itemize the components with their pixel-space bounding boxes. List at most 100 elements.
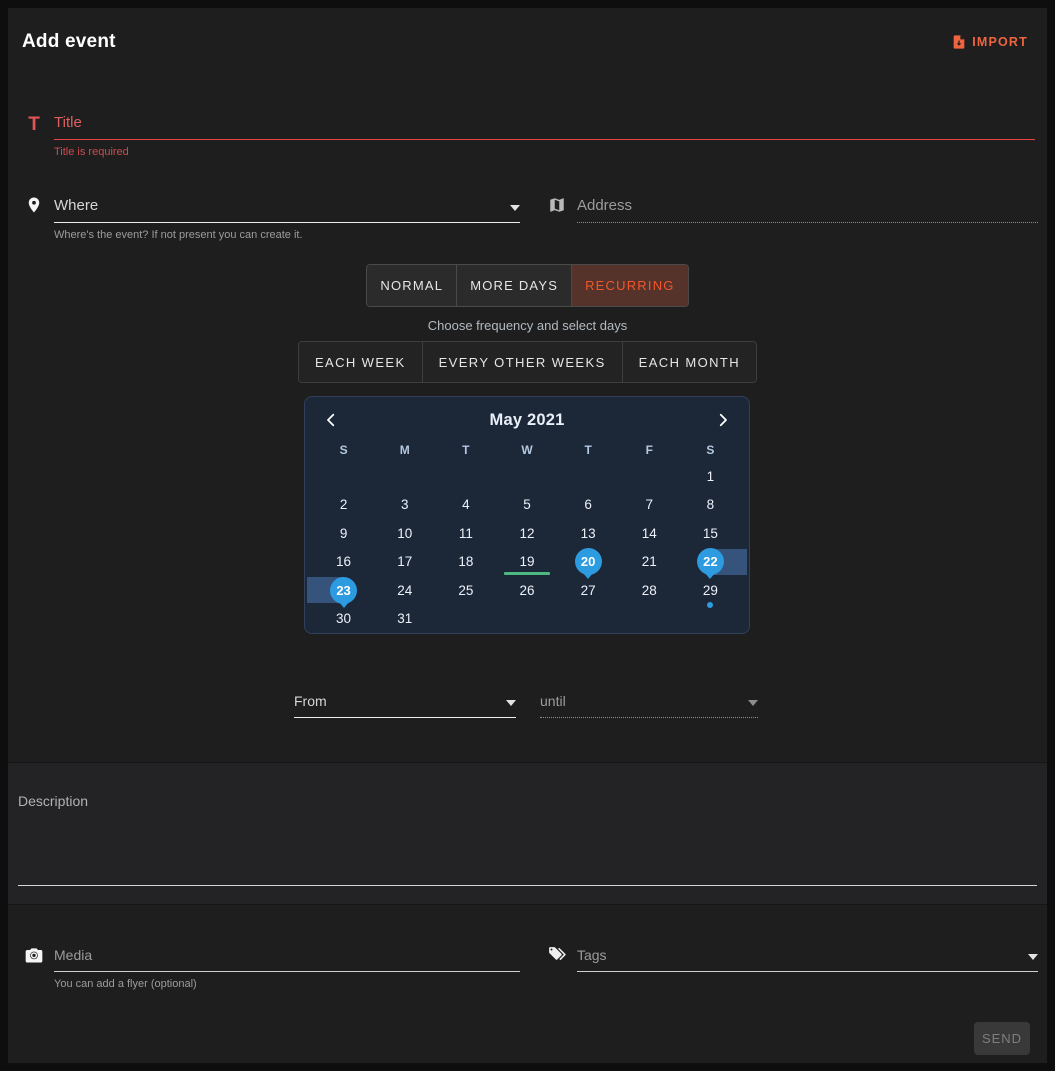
calendar-day <box>680 605 741 634</box>
calendar-day[interactable]: 2 <box>313 491 374 520</box>
day-number: 11 <box>458 525 473 541</box>
title-icon: T <box>28 114 40 135</box>
day-number: 14 <box>641 525 657 541</box>
selected-day-marker: 22 <box>696 548 724 576</box>
title-input[interactable]: Title <box>54 114 1035 140</box>
calendar-day[interactable]: 28 <box>619 576 680 605</box>
calendar-day[interactable]: 17 <box>374 548 435 577</box>
mode-tabs: NORMAL MORE DAYS RECURRING <box>366 264 689 307</box>
day-green-underline <box>503 572 550 575</box>
calendar-week-row: 2 3 4 5 6 7 8 <box>313 491 741 520</box>
calendar-day[interactable]: 6 <box>558 491 619 520</box>
calendar-week-row: 1 <box>313 462 741 491</box>
day-number: 19 <box>519 554 535 570</box>
frequency-option-each-month[interactable]: EACH MONTH <box>621 342 757 382</box>
calendar-day[interactable]: 18 <box>435 548 496 577</box>
address-input[interactable]: Address <box>576 197 1038 223</box>
calendar-day[interactable]: 27 <box>558 576 619 605</box>
calendar-day[interactable]: 9 <box>313 519 374 548</box>
calendar-day[interactable]: 11 <box>435 519 496 548</box>
camera-icon <box>22 945 46 990</box>
from-select[interactable]: From <box>294 693 516 718</box>
mode-tab-more-days[interactable]: MORE DAYS <box>456 265 572 306</box>
day-number: 12 <box>519 525 535 541</box>
day-number: 16 <box>336 554 352 570</box>
day-number: 3 <box>400 497 409 513</box>
until-select[interactable]: until <box>540 693 758 718</box>
day-number: 6 <box>584 497 592 513</box>
media-input[interactable]: Media <box>54 947 520 972</box>
calendar-day[interactable]: 14 <box>619 519 680 548</box>
tags-select[interactable]: Tags <box>576 947 1038 972</box>
chevron-down-icon <box>748 700 758 706</box>
calendar-week-row: 9 10 11 12 13 14 15 <box>313 519 741 548</box>
day-number: 2 <box>339 497 348 513</box>
import-label: IMPORT <box>972 35 1028 49</box>
calendar-day <box>435 605 496 634</box>
tags-placeholder: Tags <box>576 947 607 963</box>
address-placeholder: Address <box>576 197 633 214</box>
add-event-panel: Add event IMPORT T Title Title is requir… <box>8 8 1047 1063</box>
where-select[interactable]: Where <box>54 197 520 223</box>
mode-tab-normal[interactable]: NORMAL <box>367 265 457 306</box>
calendar-day[interactable]: 26 <box>496 576 557 605</box>
calendar-day[interactable]: 19 <box>496 548 557 577</box>
frequency-option-each-week[interactable]: EACH WEEK <box>298 342 422 382</box>
calendar-day[interactable]: 10 <box>374 519 435 548</box>
next-month-button[interactable] <box>709 406 737 434</box>
chevron-down-icon <box>509 205 520 211</box>
send-button[interactable]: SEND <box>974 1022 1030 1055</box>
calendar-day[interactable]: 12 <box>496 519 557 548</box>
from-field: From <box>294 693 516 718</box>
mode-tab-recurring[interactable]: RECURRING <box>571 265 688 306</box>
import-button[interactable]: IMPORT <box>951 33 1028 51</box>
calendar-day[interactable]: 31 <box>374 605 435 634</box>
previous-month-button[interactable] <box>317 406 345 434</box>
calendar-day[interactable]: 8 <box>680 491 741 520</box>
calendar-week-row: 30 31 <box>313 605 741 634</box>
calendar-day[interactable]: 7 <box>619 491 680 520</box>
day-number: 1 <box>706 468 715 484</box>
tags-icon <box>545 945 569 990</box>
calendar-day <box>558 605 619 634</box>
calendar-day[interactable]: 21 <box>619 548 680 577</box>
calendar-day[interactable]: 20 <box>558 548 619 577</box>
day-number: 13 <box>580 525 596 541</box>
day-number: 4 <box>462 497 470 513</box>
calendar-day[interactable]: 1 <box>680 462 741 491</box>
day-number: 30 <box>336 611 352 627</box>
calendar-day[interactable]: 22 <box>680 548 747 577</box>
event-dot <box>707 601 714 608</box>
calendar-day[interactable]: 25 <box>435 576 496 605</box>
header: Add event IMPORT <box>22 31 1028 53</box>
day-number: 29 <box>702 582 718 598</box>
calendar-day[interactable]: 30 <box>313 605 374 634</box>
day-number: 15 <box>702 525 718 541</box>
frequency-option-every-other-weeks[interactable]: EVERY OTHER WEEKS <box>421 342 622 382</box>
weekday-label: S <box>706 443 715 457</box>
calendar-day[interactable]: 3 <box>374 491 435 520</box>
calendar-month-label: May 2021 <box>489 410 565 429</box>
calendar-day[interactable]: 13 <box>558 519 619 548</box>
time-row: From until <box>294 693 758 718</box>
calendar-grid: 1 2 3 4 5 6 7 8 9 10 11 12 13 14 15 16 17 18 19 20 21 22 23 24 2… <box>307 462 747 634</box>
description-field[interactable]: Description <box>8 762 1047 905</box>
frequency-hint: Choose frequency and select days <box>427 318 628 333</box>
title-field: T Title Title is required <box>22 114 1035 158</box>
calendar-day[interactable]: 24 <box>374 576 435 605</box>
calendar-day[interactable]: 15 <box>680 519 741 548</box>
calendar-day[interactable]: 23 <box>307 576 374 605</box>
page-title: Add event <box>22 31 116 52</box>
selected-day-marker: 23 <box>330 576 358 604</box>
calendar-header: May 2021 <box>313 402 741 438</box>
calendar-day[interactable]: 29 <box>680 576 741 608</box>
day-number: 28 <box>641 582 657 598</box>
calendar-day[interactable]: 5 <box>496 491 557 520</box>
calendar-day[interactable]: 16 <box>313 548 374 577</box>
weekday-label: S <box>339 443 348 457</box>
calendar-day <box>619 462 680 491</box>
calendar-day[interactable]: 4 <box>435 491 496 520</box>
from-placeholder: From <box>294 693 327 709</box>
file-import-icon <box>953 35 965 49</box>
calendar-day <box>619 605 680 634</box>
